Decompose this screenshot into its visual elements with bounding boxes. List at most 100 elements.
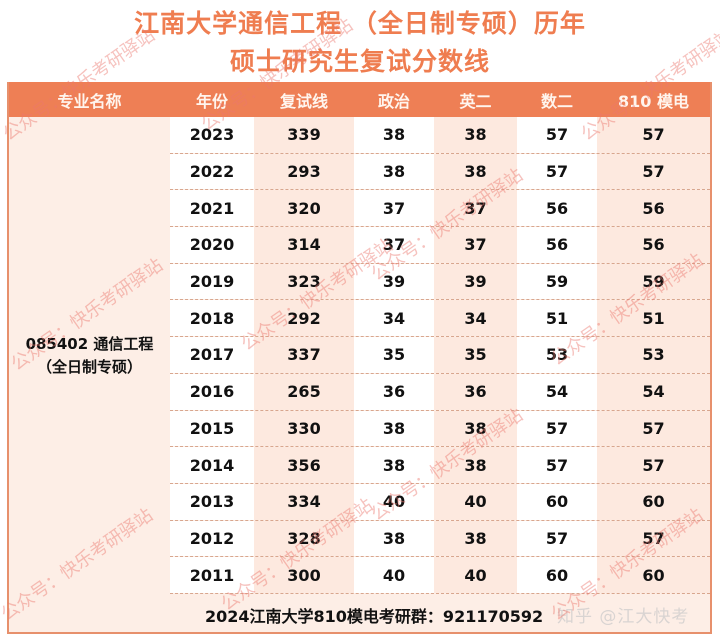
table-row: 2011 300 40 40 60 60 xyxy=(170,557,710,594)
cell-total: 314 xyxy=(254,227,354,263)
table-row: 2012 328 38 38 57 57 xyxy=(170,520,710,558)
cell-total: 323 xyxy=(254,263,354,300)
cell-politics: 36 xyxy=(354,373,434,410)
header-total: 复试线 xyxy=(279,91,328,111)
poster-title-line1: 江南大学通信工程 （全日制专硕）历年 xyxy=(134,9,586,38)
score-table: 专业名称 年份 复试线 政治 英二 数二 810 模电 085402 通信工程 … xyxy=(7,82,712,634)
cell-circuit: 54 xyxy=(597,373,710,410)
cell-math: 57 xyxy=(517,410,597,447)
cell-politics: 38 xyxy=(354,447,434,483)
cell-circuit: 57 xyxy=(597,447,710,483)
table-row: 2015 330 38 38 57 57 xyxy=(170,410,710,448)
header-circuit: 810 模电 xyxy=(618,91,689,111)
cell-total: 334 xyxy=(254,483,354,520)
cell-math: 57 xyxy=(517,153,597,190)
table-row: 2018 292 34 34 51 51 xyxy=(170,300,710,338)
cell-math: 60 xyxy=(517,557,597,593)
cell-year: 2011 xyxy=(170,557,254,593)
cell-total: 339 xyxy=(254,117,354,153)
table-row: 2022 293 38 38 57 57 xyxy=(170,153,710,191)
header-major: 专业名称 xyxy=(57,91,122,111)
cell-english: 35 xyxy=(434,337,517,373)
cell-year: 2015 xyxy=(170,410,254,447)
cell-math: 60 xyxy=(517,483,597,520)
cell-english: 36 xyxy=(434,373,517,410)
table-row: 2020 314 37 37 56 56 xyxy=(170,227,710,264)
table-row: 2019 323 39 39 59 59 xyxy=(170,263,710,301)
cell-english: 38 xyxy=(434,520,517,557)
cell-total: 300 xyxy=(254,557,354,593)
cell-politics: 35 xyxy=(354,337,434,373)
cell-politics: 39 xyxy=(354,263,434,300)
table-row: 2023 339 38 38 57 57 xyxy=(170,117,710,154)
cell-total: 292 xyxy=(254,300,354,337)
header-year: 年份 xyxy=(195,91,228,111)
cell-math: 56 xyxy=(517,227,597,263)
cell-circuit: 51 xyxy=(597,300,710,337)
table-row: 2014 356 38 38 57 57 xyxy=(170,447,710,484)
cell-english: 38 xyxy=(434,447,517,483)
cell-year: 2017 xyxy=(170,337,254,373)
cell-math: 57 xyxy=(517,520,597,557)
cell-year: 2023 xyxy=(170,117,254,153)
cell-circuit: 60 xyxy=(597,483,710,520)
cell-math: 56 xyxy=(517,190,597,227)
cell-math: 59 xyxy=(517,263,597,300)
cell-math: 57 xyxy=(517,447,597,483)
cell-english: 39 xyxy=(434,263,517,300)
cell-total: 328 xyxy=(254,520,354,557)
table-row: 2016 265 36 36 54 54 xyxy=(170,373,710,411)
cell-english: 37 xyxy=(434,190,517,227)
cell-year: 2019 xyxy=(170,263,254,300)
header-politics: 政治 xyxy=(377,91,410,111)
cell-circuit: 57 xyxy=(597,153,710,190)
cell-circuit: 53 xyxy=(597,337,710,373)
header-english: 英二 xyxy=(459,91,492,111)
cell-politics: 37 xyxy=(354,227,434,263)
cell-politics: 38 xyxy=(354,117,434,153)
major-name-cell: 085402 通信工程 （全日制专硕） xyxy=(9,117,170,594)
cell-politics: 38 xyxy=(354,153,434,190)
cell-english: 34 xyxy=(434,300,517,337)
cell-total: 265 xyxy=(254,373,354,410)
cell-politics: 40 xyxy=(354,557,434,593)
table-footer: 2024江南大学810模电考研群：921170592 知乎 @江大快考 xyxy=(9,594,710,632)
cell-english: 40 xyxy=(434,483,517,520)
cell-year: 2022 xyxy=(170,153,254,190)
cell-total: 320 xyxy=(254,190,354,227)
cell-english: 37 xyxy=(434,227,517,263)
cell-circuit: 60 xyxy=(597,557,710,593)
cell-circuit: 57 xyxy=(597,410,710,447)
cell-math: 57 xyxy=(517,117,597,153)
zhihu-credit: 知乎 @江大快考 xyxy=(557,607,690,627)
table-row: 2013 334 40 40 60 60 xyxy=(170,483,710,521)
cell-total: 356 xyxy=(254,447,354,483)
cell-circuit: 59 xyxy=(597,263,710,300)
cell-math: 54 xyxy=(517,373,597,410)
cell-math: 53 xyxy=(517,337,597,373)
cell-politics: 34 xyxy=(354,300,434,337)
cell-total: 293 xyxy=(254,153,354,190)
cell-total: 337 xyxy=(254,337,354,373)
table-header: 专业名称 年份 复试线 政治 英二 数二 810 模电 xyxy=(9,82,710,117)
cell-total: 330 xyxy=(254,410,354,447)
cell-circuit: 57 xyxy=(597,117,710,153)
cell-math: 51 xyxy=(517,300,597,337)
cell-english: 38 xyxy=(434,117,517,153)
cell-politics: 38 xyxy=(354,410,434,447)
cell-english: 40 xyxy=(434,557,517,593)
cell-year: 2018 xyxy=(170,300,254,337)
table-rows: 2023 339 38 38 57 57 2022 293 38 38 57 57 2021 320 37 3… xyxy=(170,117,710,594)
cell-year: 2020 xyxy=(170,227,254,263)
qq-group-note: 2024江南大学810模电考研群：921170592 xyxy=(205,607,544,626)
major-code-name: 085402 通信工程 xyxy=(25,334,154,353)
cell-english: 38 xyxy=(434,153,517,190)
cell-year: 2021 xyxy=(170,190,254,227)
cell-politics: 40 xyxy=(354,483,434,520)
cell-circuit: 56 xyxy=(597,190,710,227)
poster-title-line2: 硕士研究生复试分数线 xyxy=(229,47,490,76)
cell-circuit: 56 xyxy=(597,227,710,263)
cell-circuit: 57 xyxy=(597,520,710,557)
cell-politics: 38 xyxy=(354,520,434,557)
